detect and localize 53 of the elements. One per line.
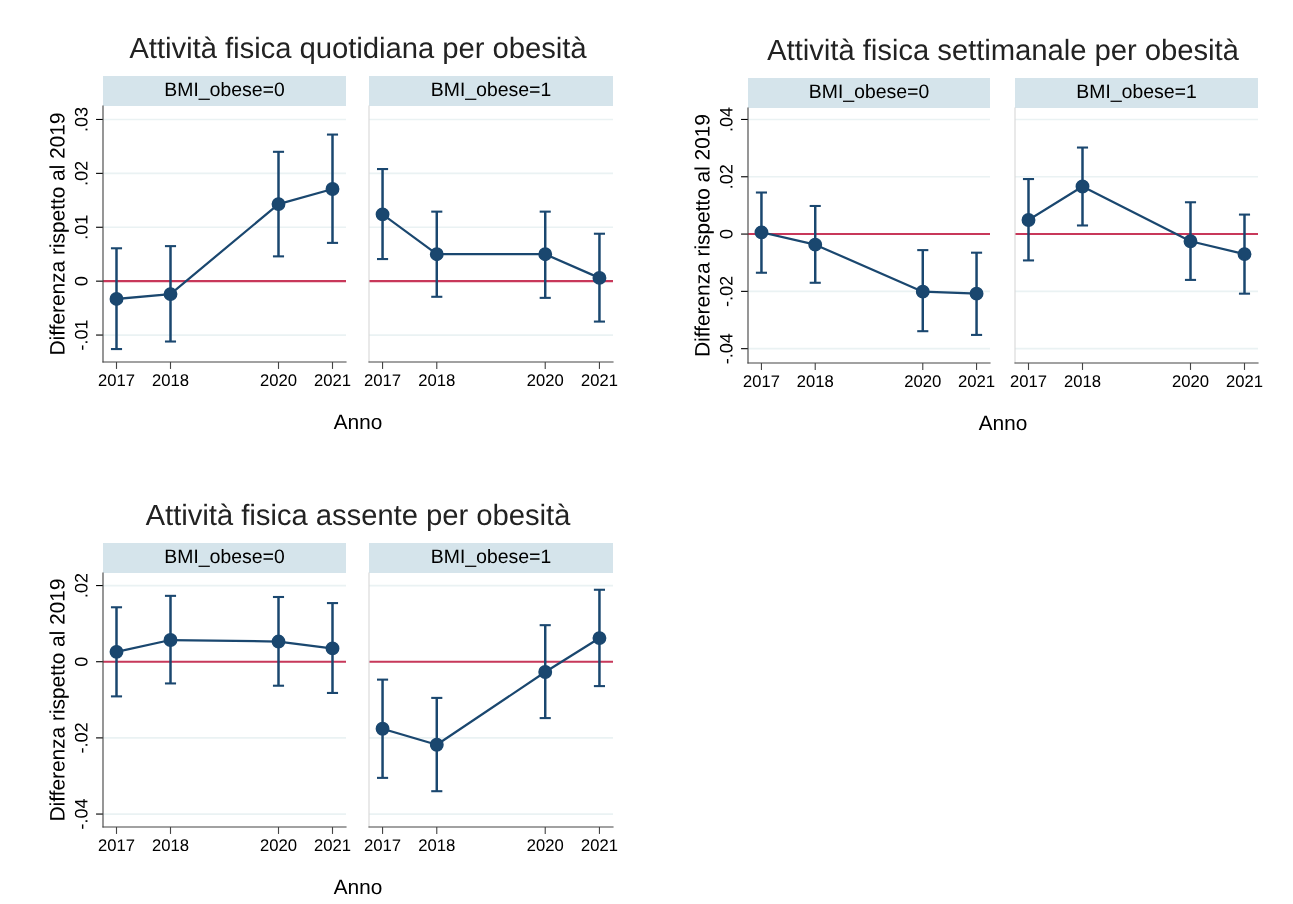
x-tick-label: 2017 [1010,375,1047,388]
y-tick-label: -.02 [719,276,733,307]
y-tick-label: -.01 [74,320,88,350]
x-axis-title: Anno [978,415,1027,431]
x-tick-label: 2021 [581,839,618,852]
y-axis-title: Differenza rispetto al 2019 [49,579,69,820]
y-tick-label: .04 [719,107,733,131]
x-tick-label: 2020 [905,375,941,388]
x-tick-label: 2017 [364,839,401,852]
chart-subtitle: BMI_obese=0 [810,83,929,102]
x-tick-label: 2021 [581,374,618,387]
x-tick-label: 2021 [314,839,351,852]
chart-title: Attività fisica assente per obesità [145,503,571,531]
x-tick-label: 2020 [527,839,564,852]
y-axis-title: Differenza rispetto al 2019 [49,113,69,354]
x-tick-label: 2017 [364,374,401,387]
y-tick-label: 0 [719,229,733,239]
x-tick-label: 2018 [152,839,189,852]
y-axis-title: Differenza rispetto al 2019 [694,115,714,356]
x-tick-label: 2017 [98,374,135,387]
x-tick-label: 2017 [98,839,135,852]
x-tick-label: 2020 [260,374,297,387]
y-tick-label: .02 [74,573,88,597]
y-tick-label: .01 [74,215,88,239]
x-tick-label: 2018 [1064,375,1101,388]
y-tick-label: .02 [74,161,88,185]
y-tick-label: -.04 [74,799,88,829]
chart-title: Attività fisica quotidiana per obesità [129,36,587,64]
x-tick-label: 2018 [419,374,455,387]
y-tick-label: 0 [74,657,88,667]
x-axis-title: Anno [333,414,382,430]
chart-subtitle: BMI_obese=1 [432,81,551,100]
x-tick-label: 2020 [527,374,564,387]
x-tick-label: 2021 [314,374,351,387]
x-tick-label: 2020 [260,839,297,852]
y-tick-label: -.02 [74,723,88,753]
y-tick-label: .02 [719,165,733,188]
x-axis-title: Anno [333,879,382,895]
chart-subtitle: BMI_obese=1 [1077,83,1196,102]
chart-subtitle: BMI_obese=1 [432,548,551,567]
x-tick-label: 2018 [152,374,189,387]
y-tick-label: -.04 [719,333,733,364]
x-tick-label: 2018 [797,375,834,388]
y-tick-label: .03 [74,107,88,131]
x-tick-label: 2021 [958,375,995,388]
chart-subtitle: BMI_obese=0 [165,81,285,100]
x-tick-label: 2018 [419,839,455,852]
x-tick-label: 2017 [743,375,780,388]
chart-title: Attività fisica settimanale per obesità [767,38,1239,66]
chart-subtitle: BMI_obese=0 [165,548,285,567]
x-tick-label: 2021 [1226,375,1263,388]
x-tick-label: 2020 [1172,375,1209,388]
y-tick-label: 0 [74,276,88,286]
